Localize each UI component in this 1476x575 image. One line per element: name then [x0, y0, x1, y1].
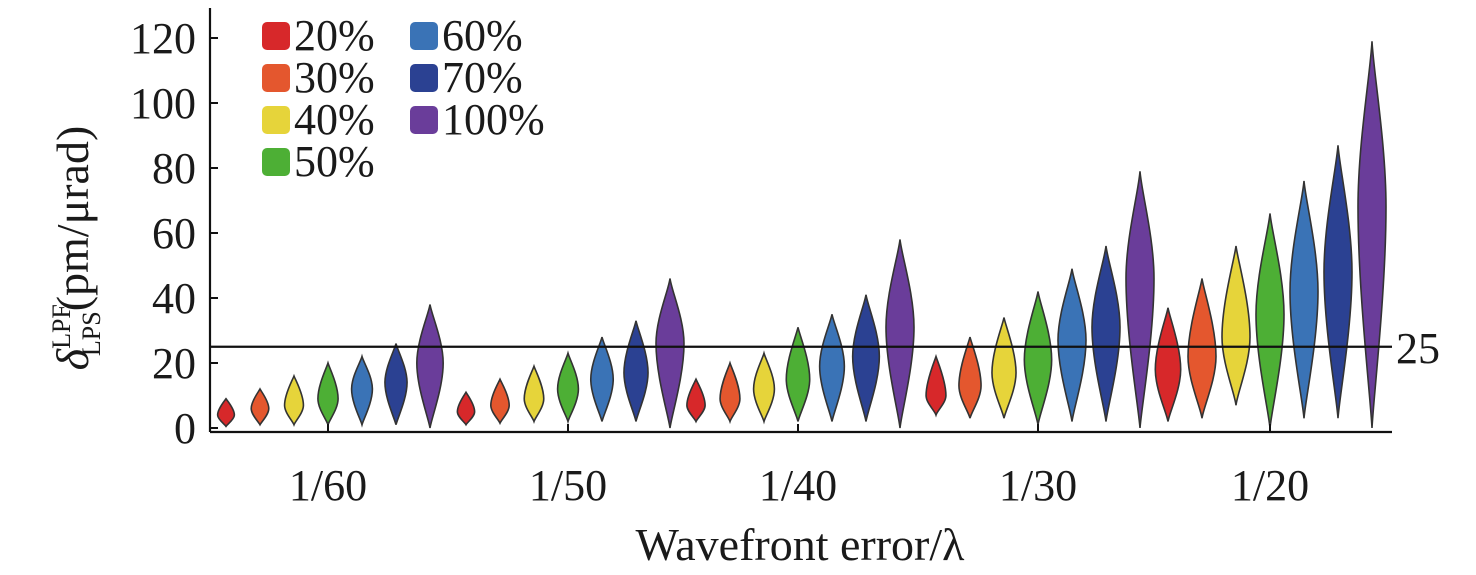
- violin-50pct-1-50: [556, 350, 580, 425]
- violin-70pct-1-40: [851, 294, 881, 422]
- legend-label: 70%: [442, 53, 523, 102]
- legend-swatch: [410, 106, 438, 134]
- violin-100pct-1-60: [416, 304, 444, 429]
- violin-20pct-1-50: [456, 390, 476, 427]
- y-tick-label: 100: [130, 79, 196, 128]
- violin-40pct-1-40: [752, 350, 776, 425]
- violin-40pct-1-30: [991, 317, 1017, 419]
- y-axis-superscript: LPF: [47, 304, 76, 349]
- violin-40pct-1-20: [1221, 245, 1251, 406]
- reference-line-label: 25: [1396, 324, 1440, 373]
- legend-swatch: [410, 64, 438, 92]
- x-tick-label: 1/30: [999, 461, 1077, 510]
- violin-group: [216, 41, 1387, 429]
- violin-20pct-1-60: [216, 397, 236, 428]
- violin-30pct-1-50: [490, 377, 510, 426]
- violin-100pct-1-40: [885, 239, 915, 429]
- violin-50pct-1-40: [785, 327, 811, 422]
- axes: 0 20 40 60 80 100 120 1/60 1/50 1/40 1/30 1/20: [130, 8, 1392, 510]
- violin-60pct-1-60: [350, 353, 374, 428]
- y-axis-unit: (pm/μrad): [47, 126, 98, 312]
- x-tick-label: 1/40: [759, 461, 837, 510]
- violin-40pct-1-50: [523, 363, 545, 424]
- legend-swatch: [410, 22, 438, 50]
- legend-label: 100%: [442, 95, 545, 144]
- violin-60pct-1-50: [589, 336, 615, 422]
- violin-40pct-1-60: [283, 373, 305, 427]
- legend-label: 50%: [294, 137, 375, 186]
- legend-swatch: [262, 106, 290, 134]
- violin-50pct-1-30: [1023, 291, 1053, 425]
- legend-label: 30%: [294, 53, 375, 102]
- y-tick-label: 60: [152, 209, 196, 258]
- legend-label: 40%: [294, 95, 375, 144]
- legend-label: 60%: [442, 11, 523, 60]
- legend-swatch: [262, 148, 290, 176]
- violin-70pct-1-60: [384, 343, 408, 425]
- x-tick-label: 1/20: [1231, 461, 1309, 510]
- y-axis-subscript: LPS: [77, 311, 106, 356]
- y-tick-label: 20: [152, 339, 196, 388]
- violin-70pct-1-50: [623, 320, 649, 422]
- violin-50pct-1-20: [1255, 213, 1285, 429]
- violin-50pct-1-60: [317, 360, 339, 428]
- violin-30pct-1-20: [1187, 278, 1217, 419]
- violin-20pct-1-30: [925, 353, 947, 418]
- y-axis-symbol: δ: [47, 348, 98, 370]
- y-tick-label: 120: [130, 14, 196, 63]
- violin-30pct-1-30: [958, 336, 982, 419]
- legend-swatch: [262, 64, 290, 92]
- violin-100pct-1-50: [655, 278, 685, 429]
- violin-100pct-1-30: [1125, 171, 1155, 429]
- violin-70pct-1-30: [1091, 245, 1121, 422]
- violin-60pct-1-40: [818, 314, 846, 422]
- x-tick-label: 1/50: [529, 461, 607, 510]
- legend-label: 20%: [294, 11, 375, 60]
- y-tick-label: 0: [174, 404, 196, 453]
- violin-30pct-1-60: [250, 387, 270, 427]
- violin-60pct-1-20: [1289, 180, 1319, 419]
- x-axis-title: Wavefront error/λ: [636, 519, 966, 570]
- x-tick-label: 1/60: [289, 461, 367, 510]
- legend: 20%30%40%50% 60%70%100%: [262, 11, 545, 186]
- y-tick-label: 80: [152, 144, 196, 193]
- y-axis-title: δLPFLPS(pm/μrad): [47, 126, 106, 371]
- legend-swatch: [262, 22, 290, 50]
- violin-30pct-1-40: [719, 360, 741, 425]
- violin-20pct-1-40: [686, 377, 706, 424]
- violin-100pct-1-20: [1357, 41, 1387, 429]
- violin-70pct-1-20: [1323, 145, 1353, 419]
- violin-20pct-1-20: [1154, 307, 1182, 422]
- y-tick-label: 40: [152, 274, 196, 323]
- violin-60pct-1-30: [1057, 268, 1087, 422]
- y-axis-title-text: δLPFLPS(pm/μrad): [47, 126, 106, 371]
